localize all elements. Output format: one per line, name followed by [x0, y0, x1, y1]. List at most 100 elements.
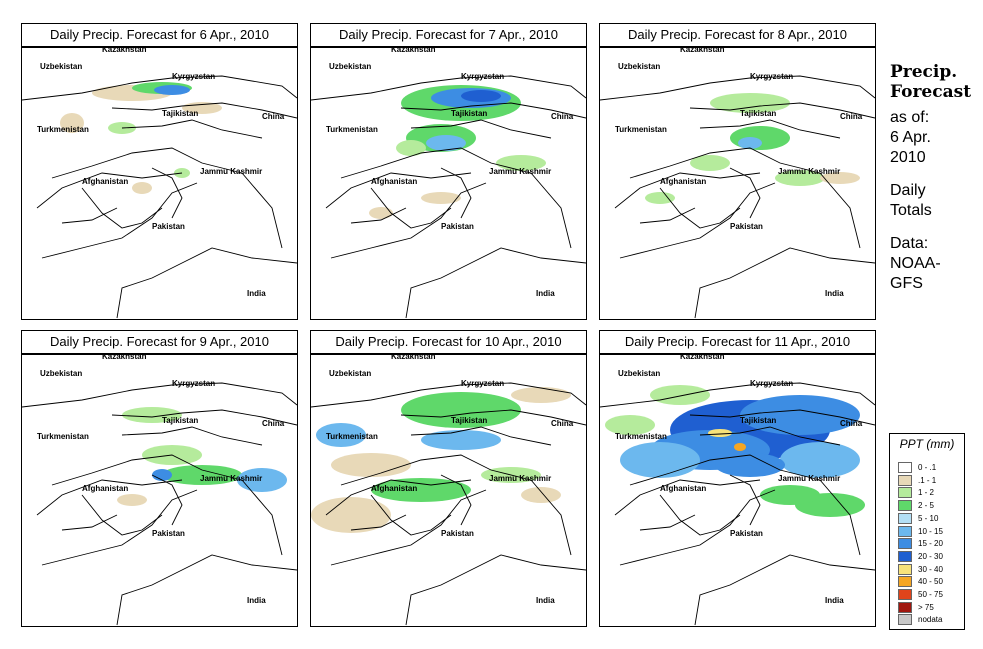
map-label: India	[247, 596, 266, 605]
boundary-line	[121, 119, 263, 139]
map-label: Kyrgyzstan	[172, 72, 215, 81]
map-canvas: Kazakhstan Uzbekistan Kyrgyzstan Tajikistan…	[311, 48, 586, 319]
precip-area	[152, 469, 172, 481]
panel-title: Daily Precip. Forecast for 6 Apr., 2010	[21, 23, 298, 47]
legend-swatch	[898, 538, 912, 550]
precip-area	[511, 387, 571, 403]
boundary-line	[629, 454, 861, 556]
totals-line2: Totals	[890, 202, 932, 219]
precip-area	[605, 415, 655, 435]
legend-label: 30 - 40	[918, 564, 943, 574]
legend-swatch	[898, 614, 912, 626]
map-label: Turkmenistan	[326, 432, 378, 441]
precip-map: Kazakhstan Uzbekistan Kyrgyzstan Tajikistan…	[21, 354, 298, 627]
boundary-line	[370, 187, 452, 229]
map-label: Kazakhstan	[680, 48, 725, 54]
map-label: Pakistan	[730, 529, 763, 538]
boundary-line	[729, 474, 761, 526]
precip-area	[421, 192, 461, 204]
map-label: Jammu Kashmir	[200, 167, 262, 176]
boundary-line	[729, 167, 761, 219]
precip-area	[620, 442, 700, 478]
map-label: Kyrgyzstan	[750, 72, 793, 81]
map-label: Jammu Kashmir	[489, 167, 551, 176]
map-label: China	[551, 419, 574, 428]
map-label: Kyrgyzstan	[172, 379, 215, 388]
forecast-panel-apr-7: Daily Precip. Forecast for 7 Apr., 2010 …	[310, 23, 587, 320]
legend-label: 15 - 20	[918, 539, 943, 549]
precip-map: Kazakhstan Uzbekistan Kyrgyzstan Tajikistan…	[599, 47, 876, 320]
legend-item: 40 - 50	[898, 576, 943, 588]
boundary-line	[689, 102, 875, 119]
legend-swatch	[898, 589, 912, 600]
boundary-line	[151, 167, 183, 219]
map-label: India	[536, 596, 555, 605]
precip-area	[401, 392, 521, 428]
boundary-line	[36, 479, 183, 516]
legend-swatch	[898, 525, 912, 537]
boundary-line	[619, 182, 776, 259]
map-label: India	[825, 289, 844, 298]
precip-area	[645, 192, 675, 204]
map-canvas: Kazakhstan Uzbekistan Kyrgyzstan Tajikistan…	[22, 48, 297, 319]
precip-area	[154, 85, 190, 95]
legend-item: 20 - 30	[898, 550, 943, 562]
precip-area	[117, 494, 147, 506]
map-label: Afghanistan	[660, 177, 706, 186]
precip-area	[60, 113, 84, 133]
panel-title: Daily Precip. Forecast for 10 Apr., 2010	[310, 330, 587, 354]
precip-area	[734, 443, 746, 451]
sidebar-heading-line2: Forecast	[890, 82, 972, 102]
map-label: China	[262, 419, 285, 428]
forecast-panel-apr-6: Daily Precip. Forecast for 6 Apr., 2010 …	[21, 23, 298, 320]
legend-swatch	[898, 500, 912, 512]
as-of-date: 6 Apr.	[890, 129, 931, 146]
map-label: China	[262, 112, 285, 121]
map-label: India	[825, 596, 844, 605]
boundary-line	[36, 172, 183, 209]
map-canvas: Kazakhstan Uzbekistan Kyrgyzstan Tajikistan…	[600, 355, 875, 626]
map-label: Afghanistan	[371, 484, 417, 493]
boundary-line	[410, 426, 552, 446]
as-of-year: 2010	[890, 149, 926, 166]
map-label: Kazakhstan	[680, 355, 725, 361]
legend-item: 5 - 10	[898, 512, 939, 524]
boundary-line	[629, 147, 861, 249]
legend-label: 40 - 50	[918, 577, 943, 587]
map-label: Uzbekistan	[329, 369, 371, 378]
legend-swatch	[898, 563, 912, 575]
map-label: India	[247, 289, 266, 298]
boundary-line	[405, 247, 586, 319]
boundary-line	[41, 182, 198, 259]
precip-area	[738, 137, 762, 149]
map-label: Turkmenistan	[615, 125, 667, 134]
map-label: Kazakhstan	[391, 355, 436, 361]
boundary-line	[405, 554, 586, 626]
boundary-line	[699, 426, 841, 446]
legend-item: nodata	[898, 614, 942, 626]
legend-label: 10 - 15	[918, 526, 943, 536]
boundary-line	[151, 474, 183, 526]
legend-label: 20 - 30	[918, 551, 943, 561]
boundary-line	[689, 409, 875, 426]
boundary-line	[116, 554, 297, 626]
legend-item: 0 - .1	[898, 462, 936, 473]
legend-swatch	[898, 474, 912, 486]
map-label: Afghanistan	[82, 484, 128, 493]
precip-area	[780, 442, 860, 478]
map-label: Kyrgyzstan	[750, 379, 793, 388]
boundary-line	[350, 207, 407, 224]
precip-area	[316, 423, 366, 447]
map-label: Pakistan	[441, 529, 474, 538]
boundary-line	[121, 426, 263, 446]
data-source-line1: NOAA-	[890, 255, 941, 272]
precip-map: Kazakhstan Uzbekistan Kyrgyzstan Tajikistan…	[310, 354, 587, 627]
legend-label: 5 - 10	[918, 513, 939, 523]
map-label: China	[551, 112, 574, 121]
boundary-line	[22, 75, 297, 101]
data-source-line2: GFS	[890, 275, 923, 292]
map-label: Uzbekistan	[329, 62, 371, 71]
precip-map: Kazakhstan Uzbekistan Kyrgyzstan Tajikistan…	[310, 47, 587, 320]
legend-item: 2 - 5	[898, 500, 934, 512]
boundary-line	[400, 102, 586, 119]
